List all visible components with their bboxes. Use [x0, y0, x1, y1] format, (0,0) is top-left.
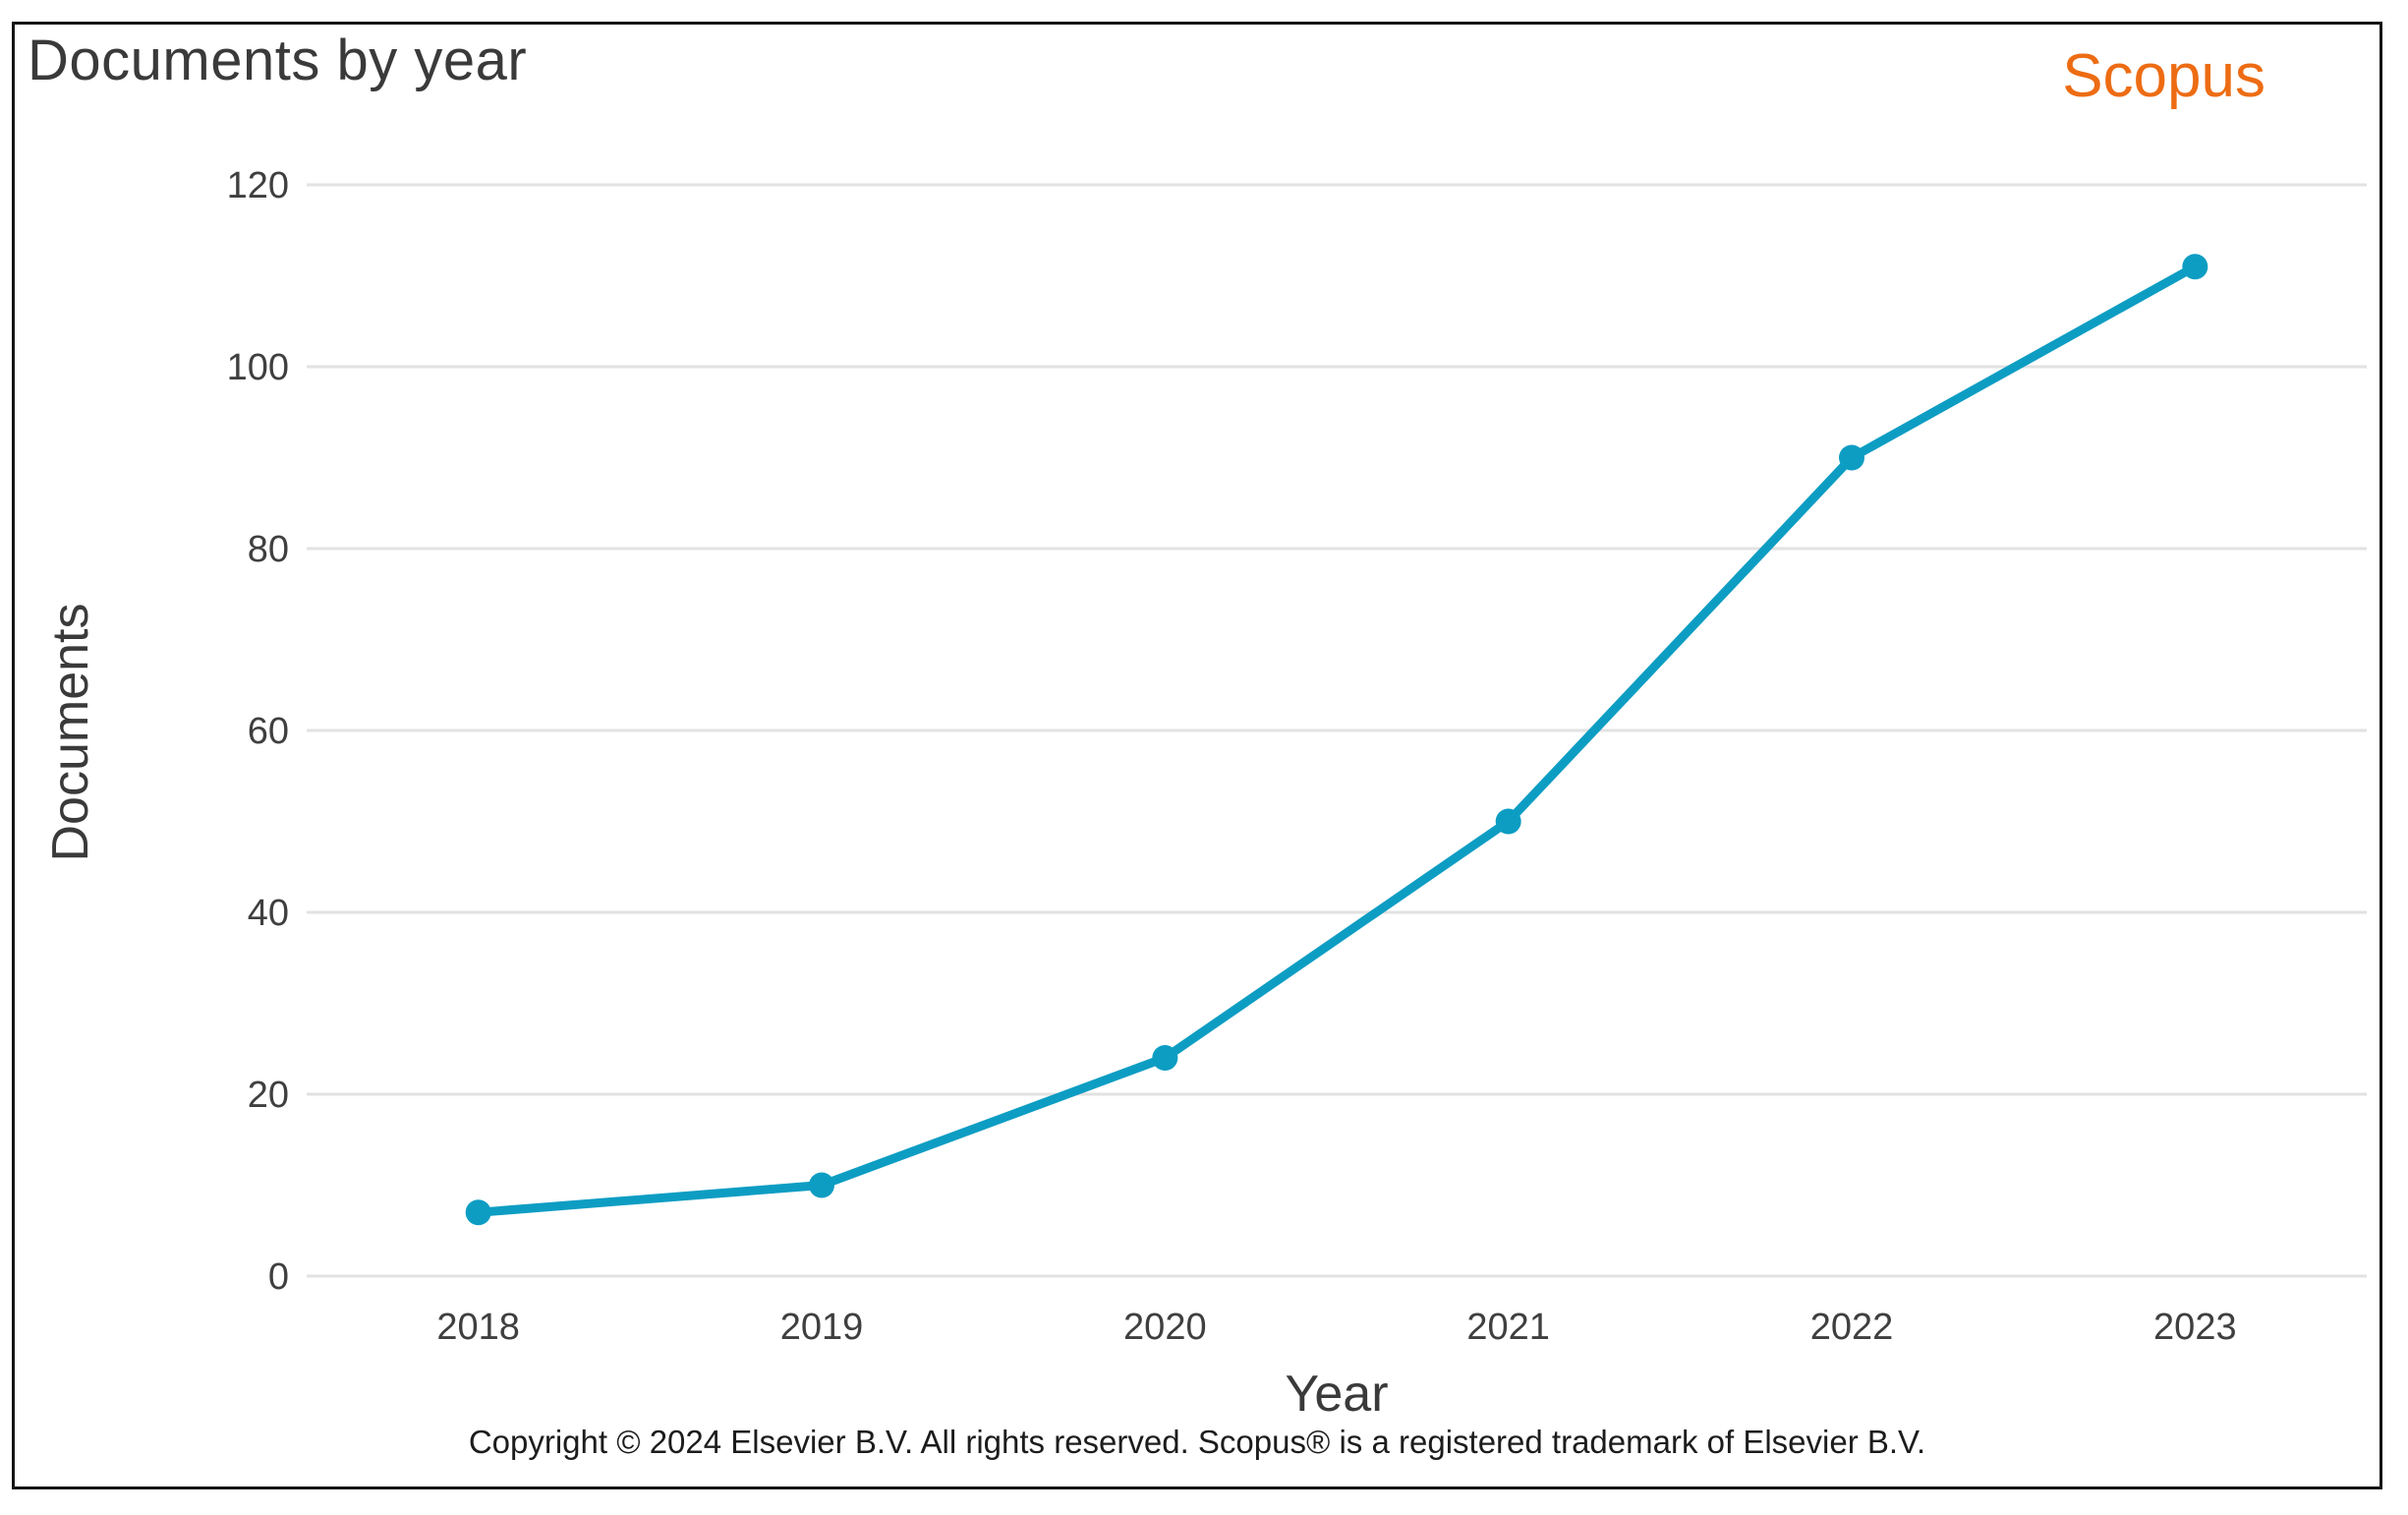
data-point-2023 [2182, 254, 2208, 280]
y-tick-label-60: 60 [248, 711, 289, 752]
documents-series-line [474, 262, 2200, 1217]
y-tick-label-40: 40 [248, 893, 289, 934]
y-tick-label-80: 80 [248, 529, 289, 570]
copyright-text: Copyright © 2024 Elsevier B.V. All right… [468, 1424, 1926, 1460]
x-tick-label-2020: 2020 [1123, 1307, 1207, 1348]
chart-title: Documents by year [28, 29, 528, 92]
data-point-2022 [1839, 444, 1864, 471]
x-tick-label-2021: 2021 [1466, 1307, 1550, 1348]
x-axis-label: Year [1285, 1366, 1389, 1423]
data-point-2021 [1495, 808, 1521, 835]
y-tick-label-120: 120 [227, 165, 289, 206]
x-tick-label-2022: 2022 [1810, 1307, 1894, 1348]
y-tick-label-100: 100 [227, 347, 289, 388]
y-tick-label-20: 20 [248, 1075, 289, 1116]
data-point-2018 [465, 1199, 491, 1226]
x-tick-label-2018: 2018 [436, 1307, 520, 1348]
data-point-2019 [809, 1172, 834, 1198]
x-tick-label-2019: 2019 [780, 1307, 864, 1348]
y-tick-label-0: 0 [268, 1256, 289, 1298]
data-point-2020 [1152, 1045, 1178, 1071]
x-tick-label-2023: 2023 [2153, 1307, 2237, 1348]
chart-frame [12, 22, 2382, 1489]
scopus-logo: Scopus [2062, 42, 2265, 110]
